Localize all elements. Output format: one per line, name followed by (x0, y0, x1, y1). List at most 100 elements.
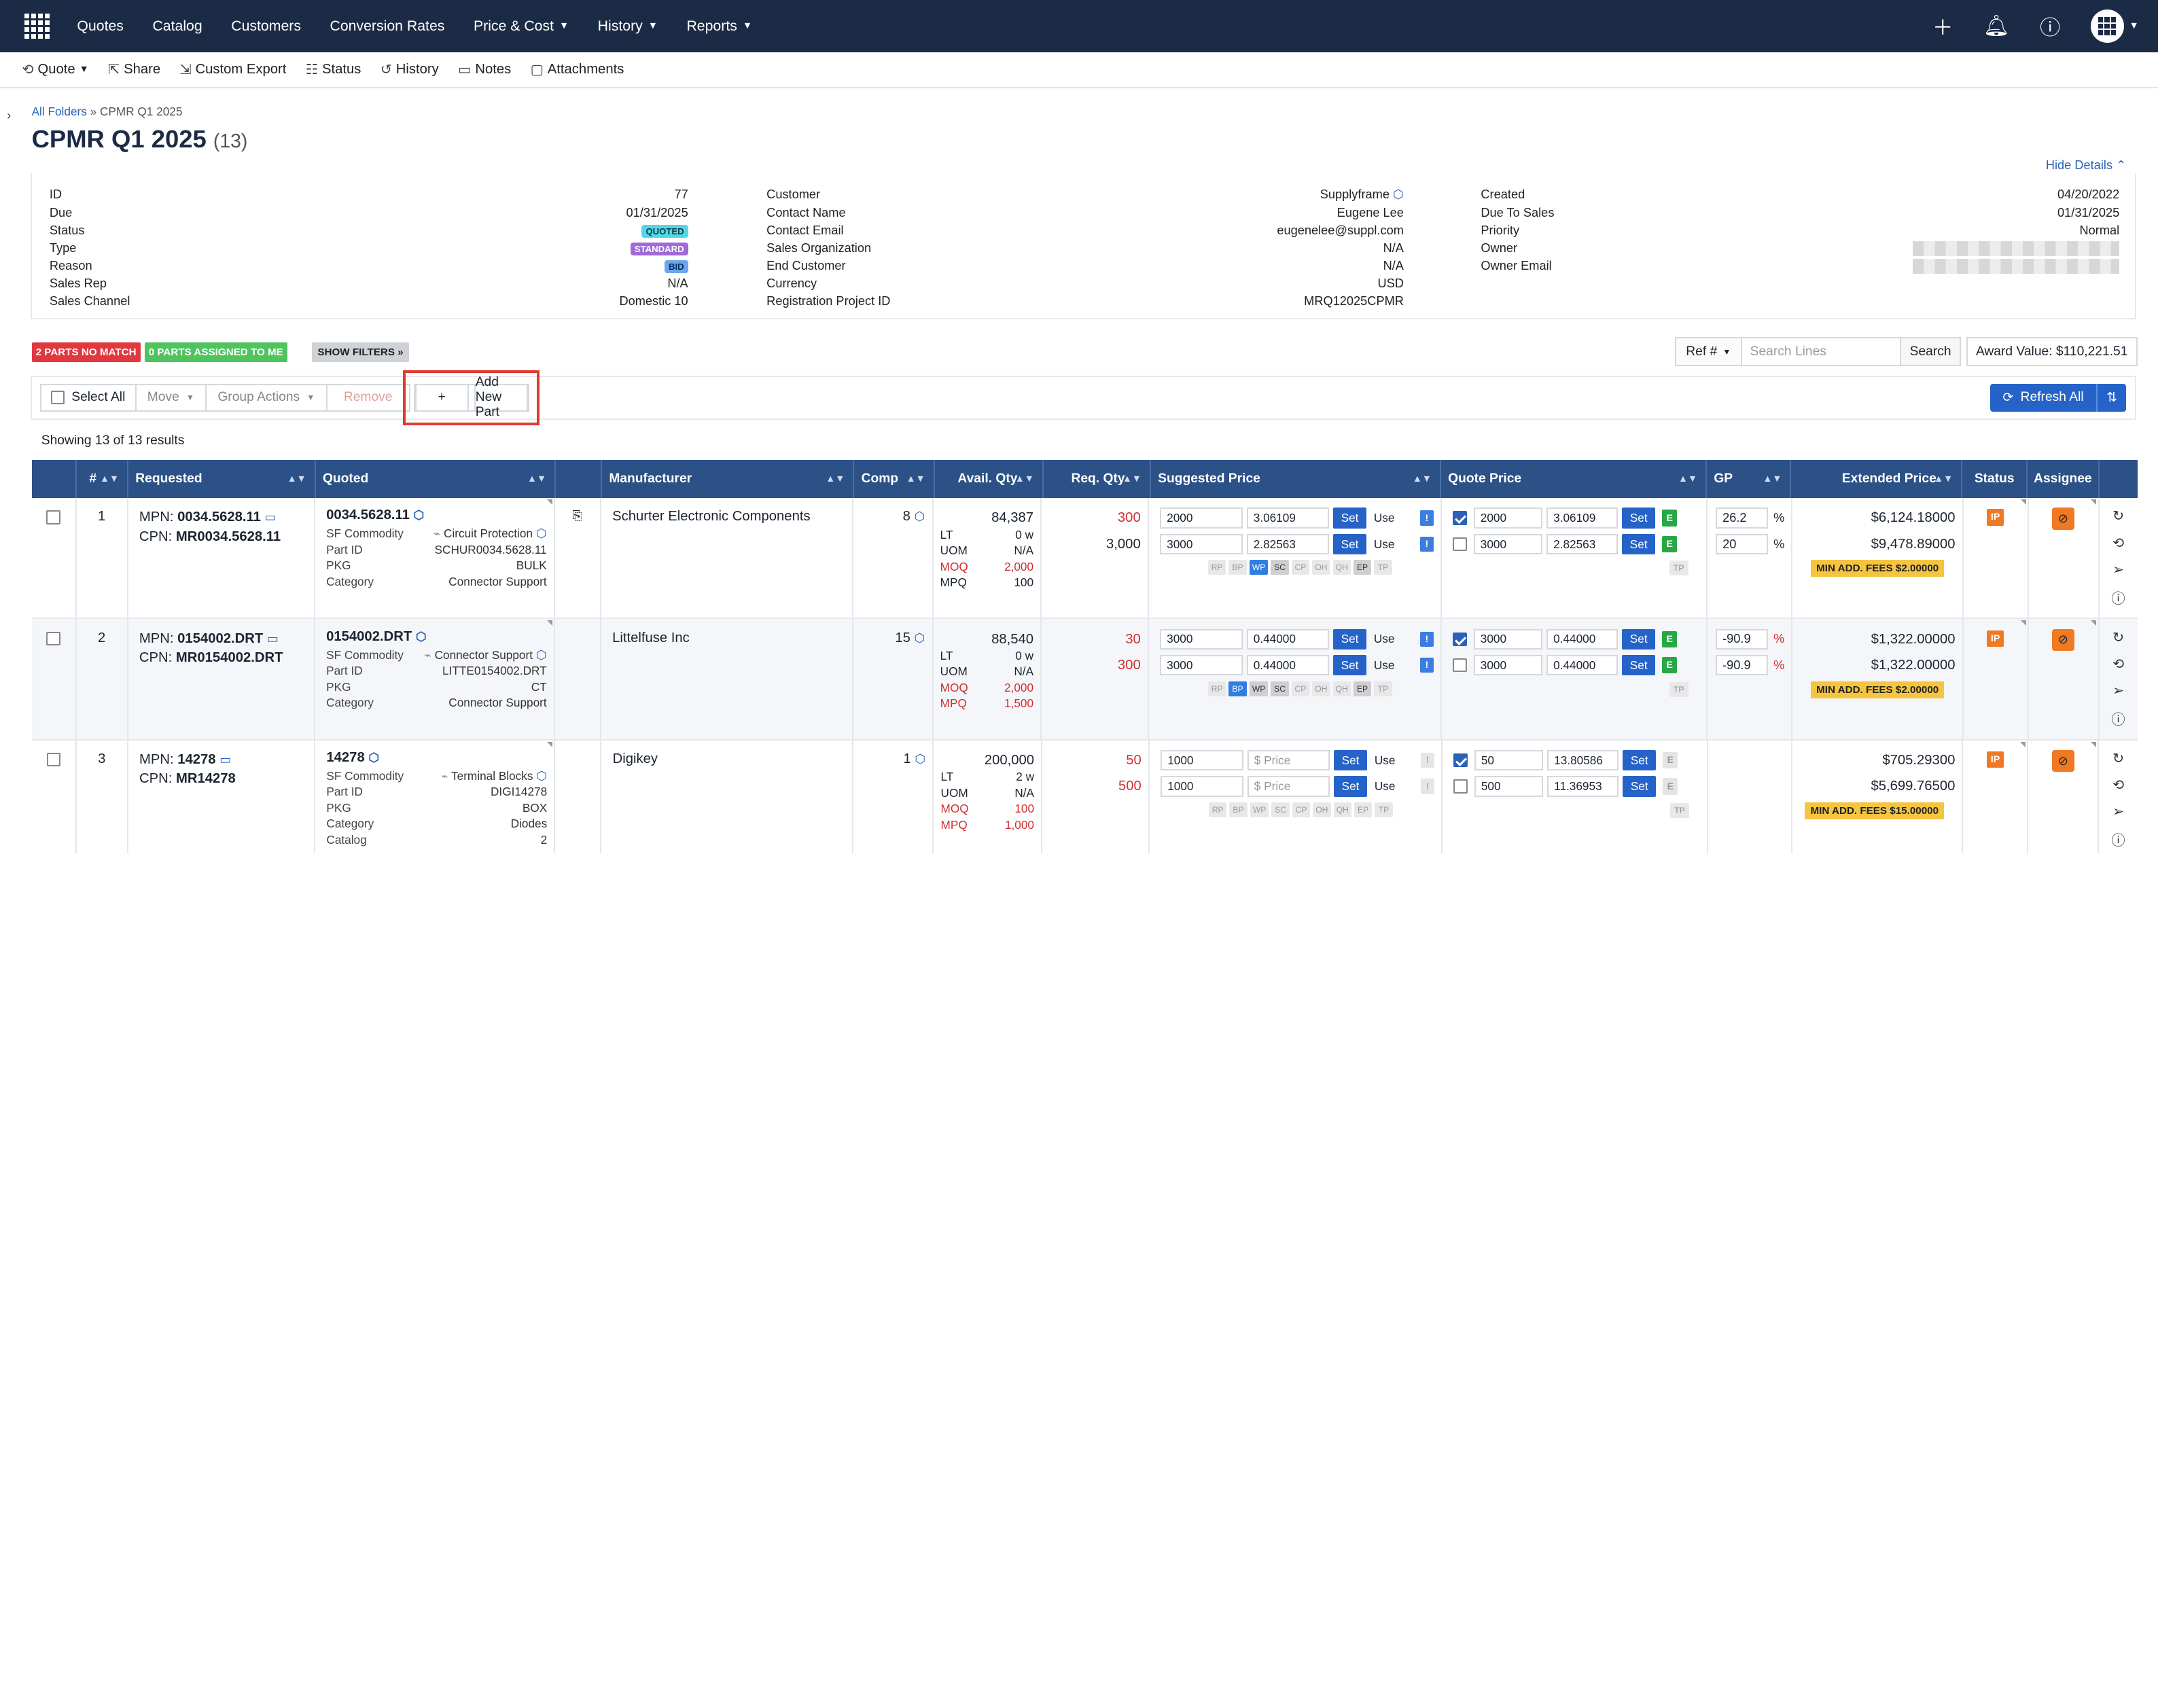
quoted-part[interactable]: 14278 (326, 749, 365, 765)
assignee-icon[interactable]: ⊘ (2052, 628, 2074, 652)
row-checkbox[interactable] (46, 752, 60, 767)
status-badge[interactable]: IP (1986, 509, 2004, 526)
breadcrumb-root[interactable]: All Folders (31, 104, 87, 118)
sugg-price-input[interactable]: $ Price (1247, 749, 1330, 771)
sugg-qty-input[interactable]: 3000 (1160, 655, 1243, 676)
cube-icon[interactable]: ⬡ (413, 508, 425, 522)
send-icon[interactable]: ➢ (2112, 804, 2124, 820)
use-button[interactable]: Use (1374, 779, 1396, 794)
quote-menu-button[interactable]: ⟲ Quote ▼ (22, 61, 89, 77)
refresh-all-button[interactable]: ⟳ Refresh All (1990, 384, 2096, 412)
chip-bp[interactable]: BP (1229, 802, 1248, 817)
alert-icon[interactable]: ! (1420, 779, 1435, 794)
reprice-icon[interactable]: ⟲ (2112, 535, 2125, 551)
select-all-checkbox[interactable] (50, 391, 65, 405)
set-button[interactable]: Set (1333, 508, 1366, 529)
info-icon[interactable]: ⓘ (2111, 591, 2125, 607)
header-#[interactable]: # ▲▼ (77, 459, 129, 499)
set-button[interactable]: Set (1333, 628, 1366, 650)
chip-cp[interactable]: CP (1291, 681, 1310, 696)
edit-badge[interactable]: E (1662, 535, 1678, 553)
info-icon[interactable]: ⓘ (2111, 834, 2125, 849)
chip-bp[interactable]: BP (1228, 681, 1247, 696)
chip-cp[interactable]: CP (1292, 802, 1311, 817)
set-button[interactable]: Set (1622, 655, 1655, 676)
use-button[interactable]: Use (1373, 658, 1395, 672)
reprice-icon[interactable]: ⟲ (2112, 656, 2125, 672)
folder-icon[interactable]: ▭ (264, 510, 277, 524)
quote-price-input[interactable]: 2.82563 (1546, 533, 1618, 555)
chip-tp[interactable]: TP (1375, 802, 1393, 817)
header-quote-price[interactable]: Quote Price ▲▼ (1441, 459, 1708, 499)
sugg-price-input[interactable]: 2.82563 (1246, 533, 1330, 555)
chip-wp[interactable]: WP (1250, 802, 1269, 817)
alert-icon[interactable]: ! (1420, 752, 1435, 768)
refresh-row-icon[interactable]: ↻ (2112, 509, 2125, 524)
quote-price-input[interactable]: 13.80586 (1547, 749, 1619, 771)
info-icon[interactable]: ⓘ (2111, 713, 2125, 728)
quote-qty-input[interactable]: 50 (1474, 749, 1543, 771)
status-badge[interactable]: IP (1986, 751, 2004, 768)
cube-icon[interactable]: ⬡ (535, 647, 547, 662)
attachments-button[interactable]: ▢ Attachments (530, 61, 624, 77)
sugg-qty-input[interactable]: 1000 (1161, 776, 1243, 797)
quote-price-input[interactable]: 11.36953 (1547, 776, 1619, 797)
remove-button[interactable]: Remove (327, 384, 410, 412)
refresh-row-icon[interactable]: ↻ (2112, 630, 2125, 645)
tp-chip[interactable]: TP (1670, 802, 1689, 818)
status-button[interactable]: ☷ Status (305, 61, 361, 77)
sugg-qty-input[interactable]: 3000 (1160, 533, 1243, 555)
refresh-options-button[interactable]: ⇅ (2095, 384, 2127, 412)
quote-price-input[interactable]: 3.06109 (1546, 508, 1618, 529)
search-input[interactable]: Search Lines (1741, 337, 1902, 366)
cube-icon[interactable]: ⬡ (915, 751, 926, 766)
quote-price-checkbox[interactable] (1453, 537, 1467, 552)
chip-rp[interactable]: RP (1208, 802, 1227, 817)
nav-item-reports[interactable]: Reports ▼ (686, 18, 752, 35)
assignee-icon[interactable]: ⊘ (2052, 749, 2074, 772)
row-checkbox[interactable] (46, 631, 60, 645)
header-comp[interactable]: Comp ▲▼ (854, 459, 935, 499)
cube-icon[interactable]: ⬡ (368, 750, 380, 764)
add-new-part-button[interactable]: + Add New Part (413, 375, 529, 419)
cube-icon[interactable]: ⬡ (914, 510, 925, 524)
expand-sidebar-icon[interactable]: › (7, 109, 12, 122)
alert-icon[interactable]: ! (1419, 536, 1434, 552)
chip-tp[interactable]: TP (1374, 681, 1392, 696)
assignee-icon[interactable]: ⊘ (2052, 508, 2074, 530)
quote-qty-input[interactable]: 2000 (1473, 508, 1542, 529)
row-checkbox[interactable] (46, 510, 60, 524)
alert-icon[interactable]: ! (1419, 510, 1434, 526)
chip-oh[interactable]: OH (1312, 681, 1330, 696)
tp-chip[interactable]: TP (1669, 561, 1688, 576)
tp-chip[interactable]: TP (1669, 681, 1688, 697)
quote-qty-input[interactable]: 3000 (1473, 655, 1542, 676)
gp-input[interactable]: -90.9 (1715, 655, 1768, 676)
folder-icon[interactable]: ▭ (219, 752, 232, 766)
edit-badge[interactable]: E (1662, 657, 1678, 674)
gp-input[interactable]: 20 (1715, 533, 1768, 555)
datasheet-icon[interactable]: ⎘ (572, 509, 583, 523)
nav-item-conversion-rates[interactable]: Conversion Rates (330, 18, 445, 35)
chip-oh[interactable]: OH (1313, 802, 1331, 817)
send-icon[interactable]: ➢ (2112, 562, 2125, 577)
sugg-qty-input[interactable]: 1000 (1161, 749, 1243, 771)
no-match-filter[interactable]: 2 PARTS NO MATCH (31, 342, 141, 363)
chip-wp[interactable]: WP (1249, 681, 1269, 696)
set-button[interactable]: Set (1333, 655, 1366, 676)
gp-input[interactable]: 26.2 (1715, 508, 1768, 529)
set-button[interactable]: Set (1334, 749, 1367, 771)
custom-export-button[interactable]: ⇲ Custom Export (179, 61, 287, 77)
quote-qty-input[interactable]: 500 (1474, 776, 1543, 797)
chip-ep[interactable]: EP (1353, 681, 1372, 696)
quote-price-checkbox[interactable] (1453, 632, 1467, 646)
sugg-price-input[interactable]: 0.44000 (1246, 628, 1330, 650)
reprice-icon[interactable]: ⟲ (2112, 778, 2124, 794)
history-button[interactable]: ↺ History (380, 61, 439, 77)
cube-icon[interactable]: ⬡ (415, 629, 427, 643)
header-req-qty[interactable]: Req. Qty ▲▼ (1044, 459, 1152, 499)
nav-item-history[interactable]: History ▼ (598, 18, 658, 35)
header-manufacturer[interactable]: Manufacturer ▲▼ (602, 459, 855, 499)
quote-qty-input[interactable]: 3000 (1473, 533, 1542, 555)
chip-rp[interactable]: RP (1207, 681, 1226, 696)
